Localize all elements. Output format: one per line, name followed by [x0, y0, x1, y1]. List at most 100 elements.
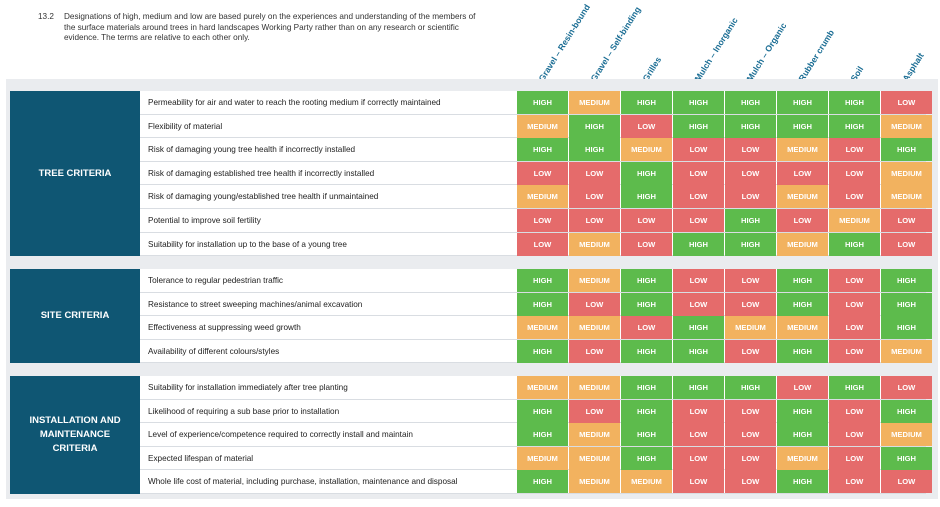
rating-cell: LOW [621, 232, 672, 256]
table-row: Expected lifespan of material MEDIUM MEDIU… [140, 446, 932, 471]
rating-cell: LOW [725, 470, 776, 494]
table-row: Availability of different colours/styles… [140, 339, 932, 364]
rating-cell: HIGH [517, 292, 568, 316]
rating-cell: LOW [673, 209, 724, 232]
rating-cell: HIGH [517, 91, 568, 114]
rating-cell: LOW [673, 423, 724, 447]
rating-cell: LOW [829, 292, 880, 316]
row-label: Potential to improve soil fertility [148, 216, 261, 225]
rating-cell: MEDIUM [569, 316, 620, 340]
rating-cell: LOW [673, 138, 724, 162]
row-label: Tolerance to regular pedestrian traffic [148, 276, 284, 285]
rating-cell: MEDIUM [517, 446, 568, 470]
rating-cell: MEDIUM [621, 138, 672, 162]
rating-cell: MEDIUM [569, 91, 620, 114]
table-row: Resistance to street sweeping machines/a… [140, 292, 932, 317]
rating-cell: HIGH [673, 316, 724, 340]
rating-cell: LOW [725, 269, 776, 292]
rating-cell: HIGH [673, 114, 724, 138]
section-title: SITE CRITERIA [10, 269, 140, 364]
rating-cell: LOW [829, 470, 880, 494]
rating-cell: HIGH [621, 446, 672, 470]
rating-cell: HIGH [881, 269, 932, 292]
rating-cell: LOW [569, 339, 620, 363]
rating-cell: HIGH [777, 399, 828, 423]
section-title: TREE CRITERIA [10, 91, 140, 257]
rating-cell: HIGH [517, 470, 568, 494]
rating-cell: HIGH [673, 91, 724, 114]
rating-cell: MEDIUM [881, 423, 932, 447]
rating-cell: MEDIUM [881, 114, 932, 138]
table-row: Whole life cost of material, including p… [140, 470, 932, 494]
rating-cell: HIGH [673, 376, 724, 399]
rating-cell: HIGH [881, 292, 932, 316]
column-header: Mulch – Organic [744, 21, 789, 84]
rating-cell: MEDIUM [881, 161, 932, 185]
rating-cell: LOW [829, 269, 880, 292]
rating-cell: LOW [725, 292, 776, 316]
rating-cell: MEDIUM [777, 446, 828, 470]
rating-cell: HIGH [621, 269, 672, 292]
row-label: Level of experience/competence required … [148, 430, 413, 440]
rating-cell: LOW [881, 232, 932, 256]
rating-cell: LOW [829, 138, 880, 162]
rating-cell: HIGH [829, 91, 880, 114]
rating-cell: LOW [725, 446, 776, 470]
table-row: Risk of damaging young/established tree … [140, 185, 932, 209]
rating-cell: HIGH [725, 114, 776, 138]
table-row: Level of experience/competence required … [140, 423, 932, 447]
rating-cell: MEDIUM [829, 209, 880, 232]
rating-cell: LOW [517, 209, 568, 232]
rating-cell: LOW [517, 232, 568, 256]
rating-cell: HIGH [829, 376, 880, 399]
rating-cell: MEDIUM [777, 138, 828, 162]
rating-cell: HIGH [621, 423, 672, 447]
rating-cell: MEDIUM [569, 446, 620, 470]
rating-cell: LOW [569, 292, 620, 316]
rating-cell: LOW [569, 161, 620, 185]
rating-cell: LOW [881, 470, 932, 494]
rating-cell: HIGH [881, 399, 932, 423]
rating-cell: MEDIUM [569, 376, 620, 399]
column-header: Mulch – Inorganic [692, 15, 740, 83]
rating-cell: MEDIUM [569, 232, 620, 256]
rating-cell: HIGH [881, 446, 932, 470]
column-header: Rubber crumb [796, 27, 837, 83]
row-label: Expected lifespan of material [148, 453, 254, 463]
row-label: Suitability for installation immediately… [148, 383, 348, 392]
row-label: Effectiveness at suppressing weed growth [148, 323, 301, 333]
rating-cell: LOW [829, 161, 880, 185]
rating-cell: LOW [673, 292, 724, 316]
rating-cell: LOW [621, 316, 672, 340]
rating-cell: LOW [881, 91, 932, 114]
rating-cell: LOW [777, 161, 828, 185]
rating-cell: LOW [673, 185, 724, 209]
table-row: Suitability for installation immediately… [140, 376, 932, 400]
rating-cell: LOW [881, 376, 932, 399]
row-label: Suitability for installation up to the b… [148, 239, 347, 249]
rating-cell: MEDIUM [569, 470, 620, 494]
table-row: Flexibility of material MEDIUM HIGH LOW HIGH… [140, 114, 932, 139]
rating-cell: LOW [673, 470, 724, 494]
rating-cell: LOW [673, 161, 724, 185]
rating-cell: LOW [569, 209, 620, 232]
section-title: INSTALLATION AND MAINTENANCE CRITERIA [10, 376, 140, 494]
rating-cell: MEDIUM [517, 185, 568, 209]
rating-cell: LOW [725, 161, 776, 185]
note-number: 13.2 [38, 12, 54, 21]
rating-cell: LOW [777, 376, 828, 399]
rating-cell: LOW [517, 161, 568, 185]
rating-cell: LOW [621, 209, 672, 232]
rating-cell: HIGH [881, 316, 932, 340]
rating-cell: HIGH [621, 339, 672, 363]
rating-cell: HIGH [517, 138, 568, 162]
rating-cell: HIGH [569, 138, 620, 162]
row-label: Risk of damaging young tree health if in… [148, 145, 356, 155]
rating-cell: LOW [777, 209, 828, 232]
rating-cell: LOW [621, 114, 672, 138]
rating-cell: HIGH [777, 292, 828, 316]
rating-cell: MEDIUM [777, 185, 828, 209]
rating-cell: MEDIUM [881, 185, 932, 209]
rating-cell: LOW [725, 185, 776, 209]
rating-cell: LOW [725, 138, 776, 162]
